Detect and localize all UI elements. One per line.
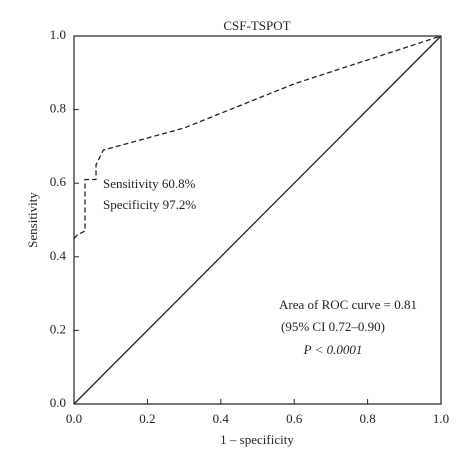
chart-title: CSF-TSPOT: [223, 18, 290, 33]
annotation: Area of ROC curve = 0.81: [279, 297, 417, 312]
y-tick-label: 1.0: [50, 27, 66, 42]
annotation: Sensitivity 60.8%: [103, 176, 196, 191]
y-tick-label: 0.6: [50, 174, 67, 189]
annotation: Specificity 97.2%: [103, 197, 196, 212]
annotation: P < 0.0001: [303, 342, 363, 357]
x-tick-label: 1.0: [433, 411, 449, 426]
annotation: (95% CI 0.72–0.90): [281, 319, 385, 334]
plot-frame: [73, 35, 442, 405]
y-tick-label: 0.4: [50, 248, 67, 263]
x-tick-label: 0.2: [139, 411, 155, 426]
reference-line: [73, 35, 442, 405]
y-tick-label: 0.8: [50, 101, 66, 116]
x-tick-label: 0.0: [66, 411, 82, 426]
x-tick-label: 0.4: [213, 411, 230, 426]
y-tick-label: 0.0: [50, 395, 66, 410]
roc-curve: [73, 35, 442, 239]
x-tick-label: 0.8: [359, 411, 375, 426]
y-tick-label: 0.2: [50, 321, 66, 336]
x-tick-label: 0.6: [286, 411, 303, 426]
x-axis-label: 1 – specificity: [220, 432, 294, 447]
y-axis-label: Sensitivity: [25, 192, 40, 248]
